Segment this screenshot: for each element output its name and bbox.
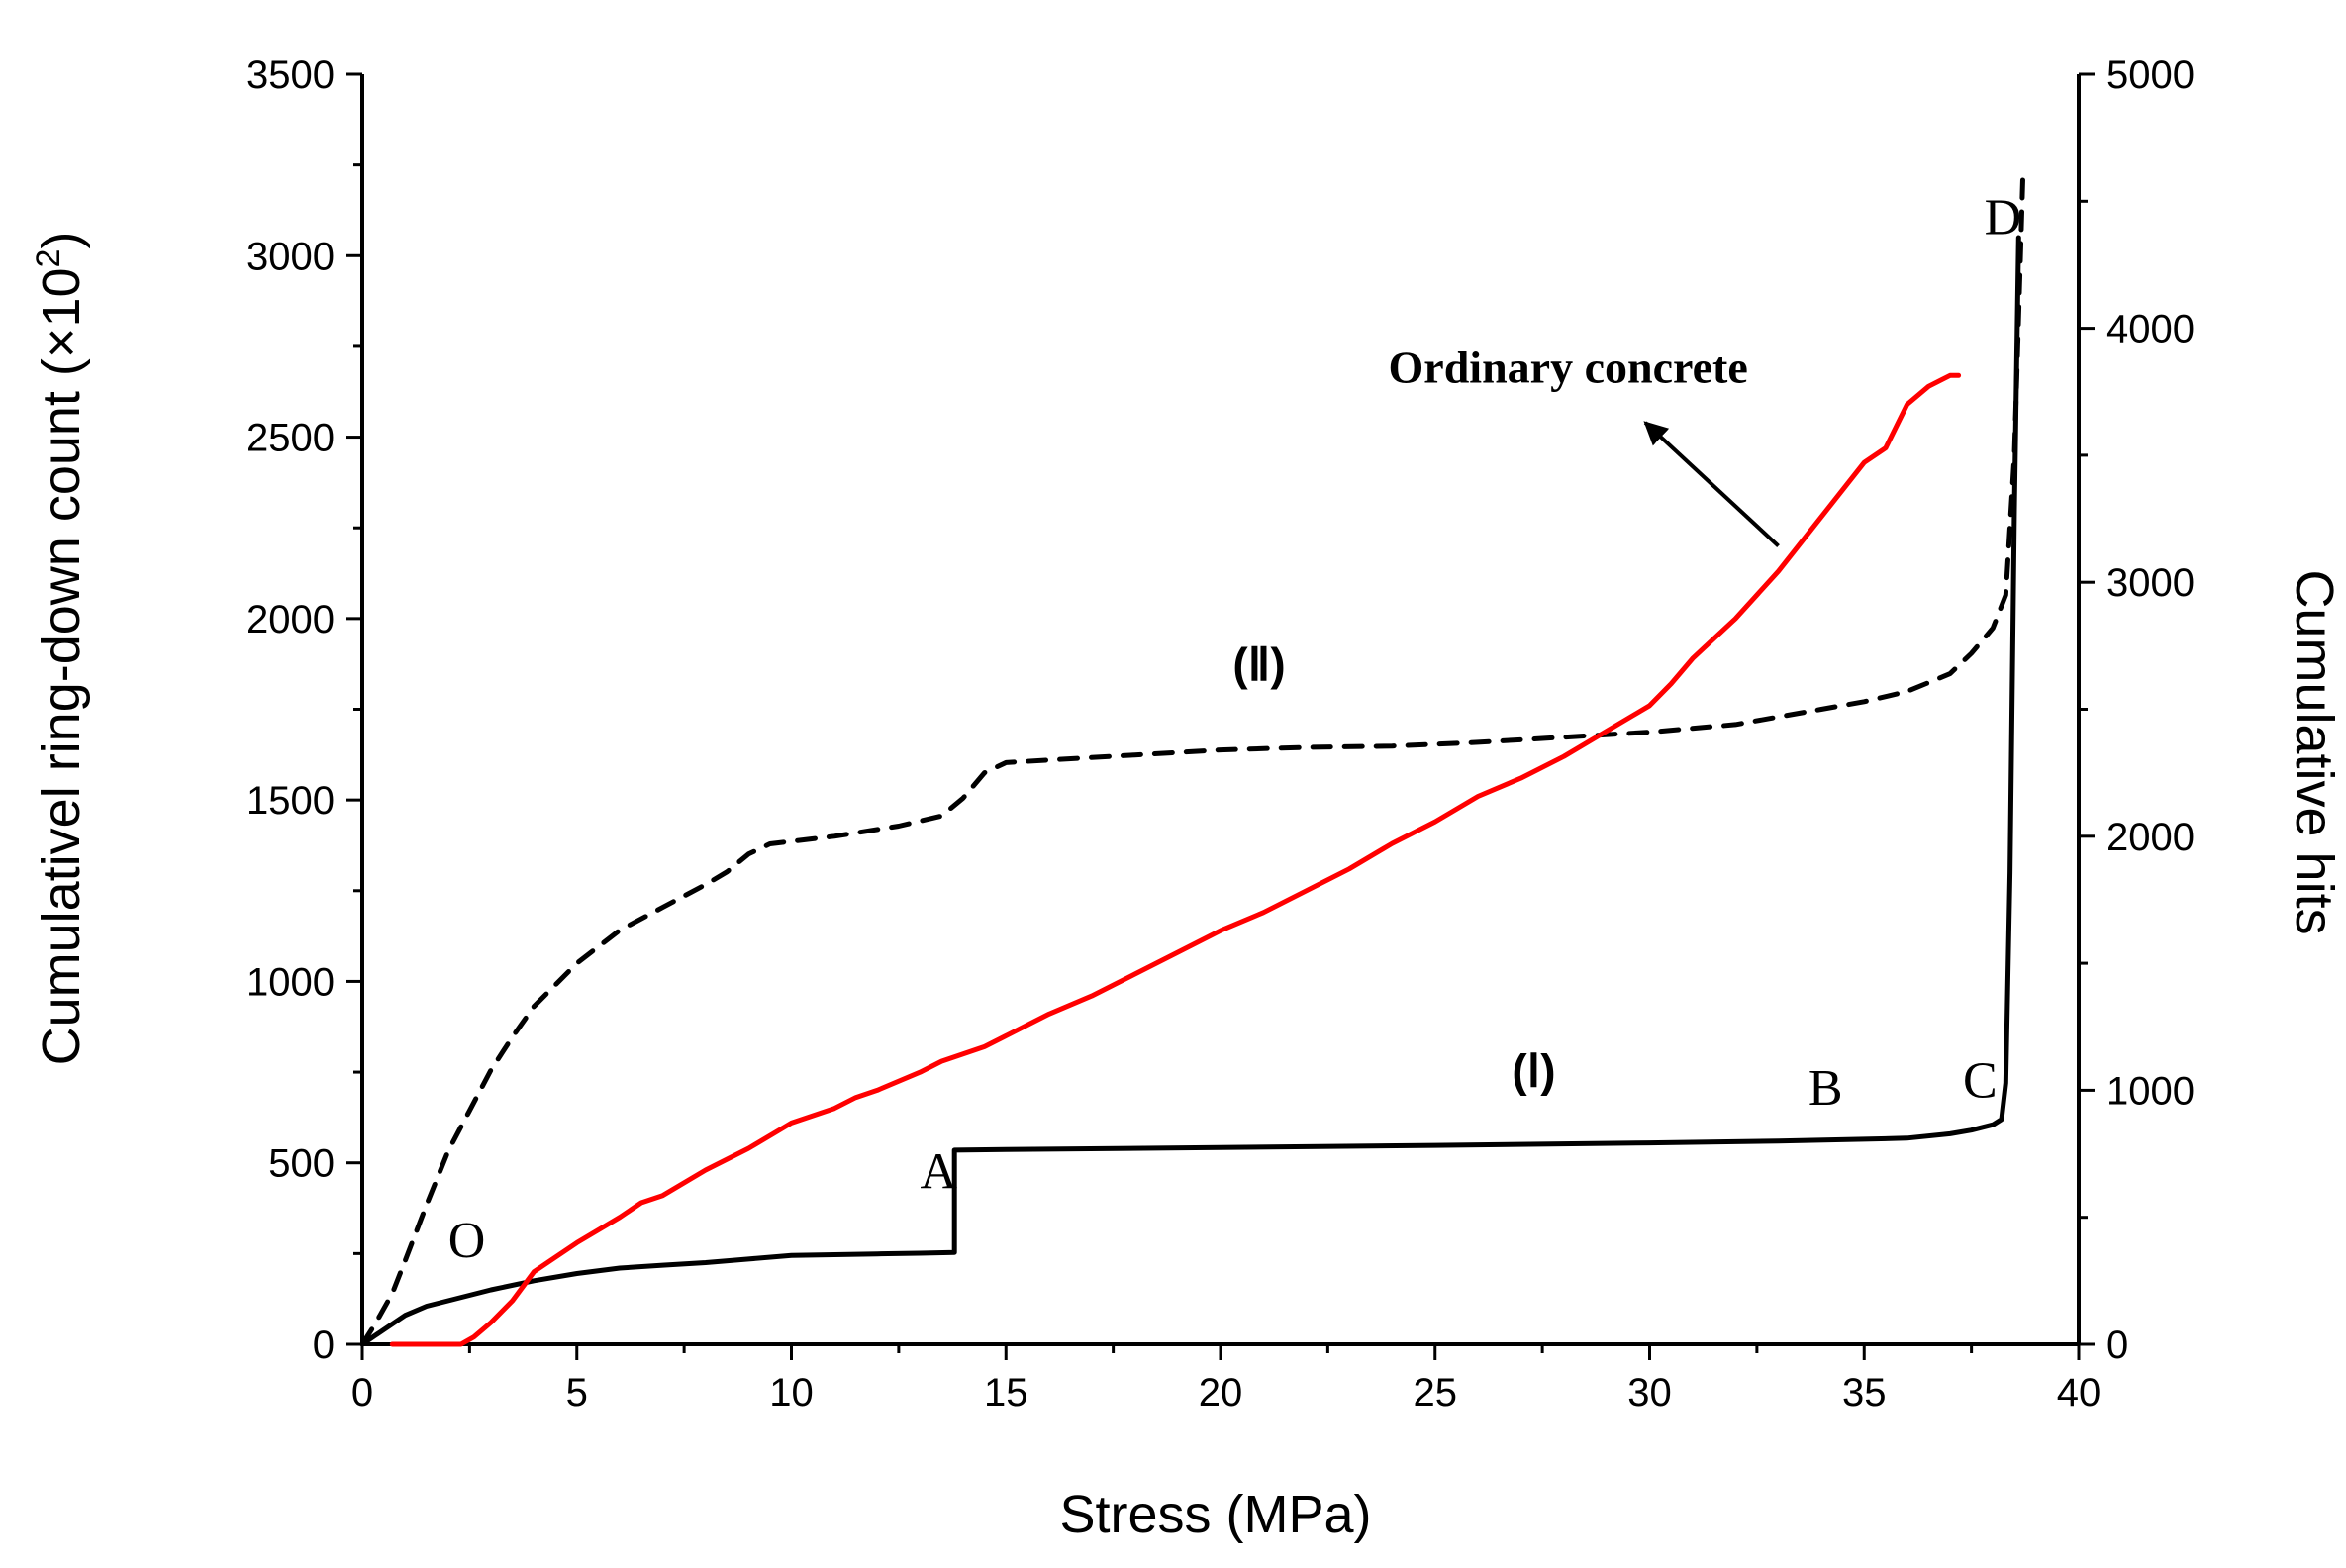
y-left-tick-label: 0 bbox=[313, 1323, 335, 1367]
y-right-tick-label: 5000 bbox=[2106, 53, 2195, 97]
region-label-I: (Ⅰ) bbox=[1512, 1045, 1555, 1097]
callout-arrow bbox=[1643, 421, 1780, 548]
y-left-tick-label: 500 bbox=[268, 1142, 335, 1186]
x-axis-title: Stress (MPa) bbox=[1059, 1485, 1371, 1544]
x-tick-label: 10 bbox=[769, 1371, 814, 1415]
x-tick-label: 40 bbox=[2057, 1371, 2102, 1415]
y-left-tick-label: 3000 bbox=[246, 235, 335, 278]
y-left-tick-label: 3500 bbox=[246, 53, 335, 97]
region-label-II: (Ⅱ) bbox=[1232, 638, 1285, 690]
y-right-tick-label: 2000 bbox=[2106, 816, 2195, 859]
y-left-tick-label: 1000 bbox=[246, 960, 335, 1004]
y-right-tick-label: 0 bbox=[2106, 1323, 2128, 1367]
y-left-tick-label: 2500 bbox=[246, 417, 335, 460]
annotations: O A B C D (Ⅰ) (Ⅱ) Ordinary concrete bbox=[448, 189, 2021, 1269]
point-label-d: D bbox=[1985, 189, 2022, 245]
point-label-o: O bbox=[448, 1213, 486, 1269]
point-label-a: A bbox=[921, 1143, 958, 1200]
y-left-tick-label: 1500 bbox=[246, 779, 335, 823]
x-tick-label: 15 bbox=[984, 1371, 1028, 1415]
series-curve-I bbox=[359, 235, 2021, 1347]
point-label-c: C bbox=[1963, 1053, 1998, 1110]
series-ordinary-concrete bbox=[389, 372, 1962, 1347]
callout-ordinary-concrete: Ordinary concrete bbox=[1389, 343, 1748, 393]
axes: 0 5 10 15 20 25 30 35 40050010001500200025003000… bbox=[246, 53, 2195, 1415]
right-axis-title: Cumulative hits bbox=[2285, 569, 2344, 934]
x-tick-label: 0 bbox=[351, 1371, 373, 1415]
left-axis-title-main: Cumulativel ring-down count (×10 bbox=[32, 267, 91, 1065]
y-right-tick-label: 3000 bbox=[2106, 561, 2195, 605]
series-curve-II bbox=[359, 173, 2026, 1347]
series-layer bbox=[359, 173, 2026, 1347]
x-tick-label: 5 bbox=[566, 1371, 588, 1415]
point-label-b: B bbox=[1808, 1060, 1843, 1117]
left-axis-title: Cumulativel ring-down count (×102) bbox=[30, 232, 91, 1066]
x-tick-label: 20 bbox=[1199, 1371, 1243, 1415]
y-right-tick-label: 1000 bbox=[2106, 1069, 2195, 1113]
left-axis-title-exponent: 2 bbox=[30, 249, 67, 268]
x-tick-label: 30 bbox=[1627, 1371, 1672, 1415]
y-left-tick-label: 2000 bbox=[246, 598, 335, 641]
x-tick-label: 35 bbox=[1842, 1371, 1887, 1415]
y-right-tick-label: 4000 bbox=[2106, 308, 2195, 351]
x-tick-label: 25 bbox=[1414, 1371, 1458, 1415]
left-axis-title-close: ) bbox=[32, 232, 91, 249]
